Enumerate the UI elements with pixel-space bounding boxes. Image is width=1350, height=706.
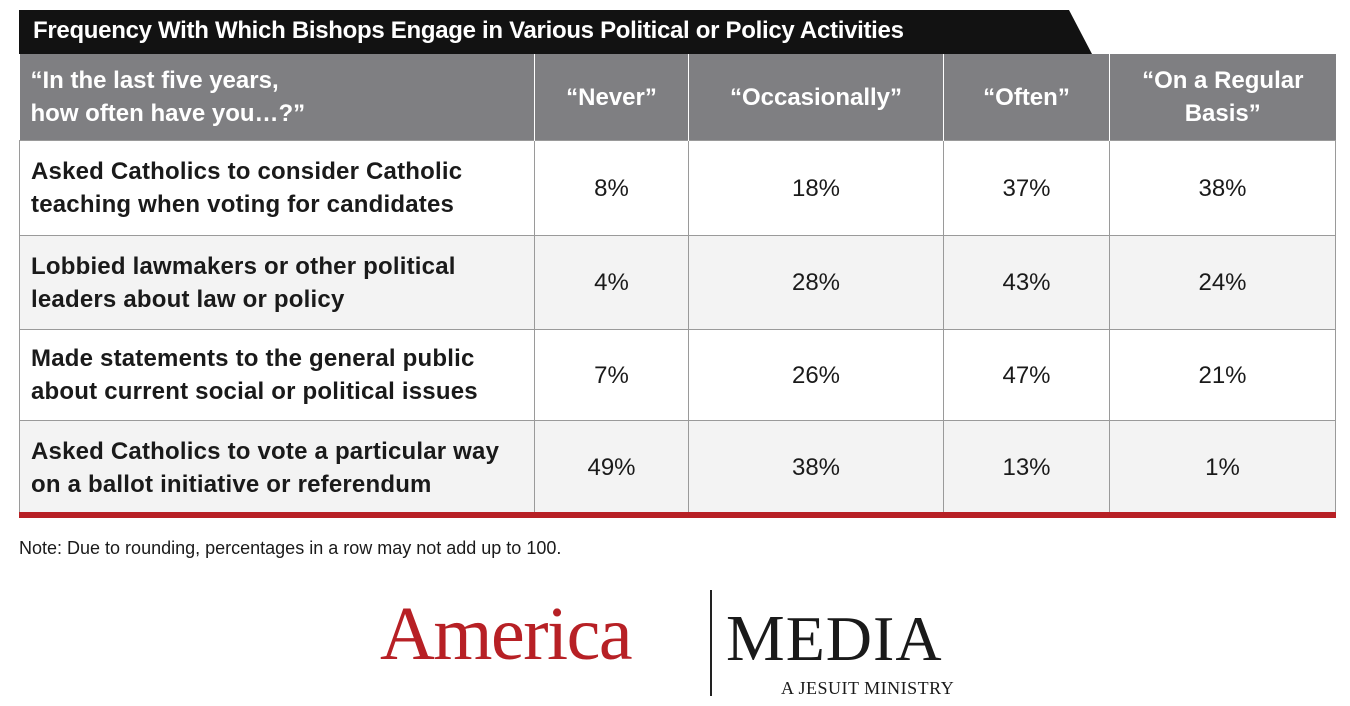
header-never: “Never” — [534, 54, 689, 141]
activity-line1: Asked Catholics to vote a particular way — [31, 437, 500, 465]
header-regular-line1: “On a Regular — [1142, 67, 1304, 94]
logo-media-rest: EDIA — [785, 603, 943, 674]
footnote: Note: Due to rounding, percentages in a … — [19, 538, 562, 558]
never-cell: 49% — [534, 420, 689, 515]
activity-line1: Lobbied lawmakers or other political — [31, 252, 456, 280]
header-often-label: “Often” — [983, 83, 1070, 111]
header-occasionally: “Occasionally” — [688, 54, 944, 141]
activity-line1: Made statements to the general public — [31, 345, 475, 372]
activity-line2: teaching when voting for candidates — [31, 191, 455, 218]
chart-title: Frequency With Which Bishops Engage in V… — [33, 17, 904, 44]
logo-media-initial: M — [726, 602, 786, 675]
table-row: Made statements to the general public ab… — [19, 329, 1336, 421]
regular-cell: 38% — [1109, 140, 1336, 236]
occasionally-cell: 38% — [688, 420, 944, 515]
logo-america: America — [380, 592, 633, 676]
occasionally-cell: 28% — [688, 235, 944, 330]
regular-cell: 24% — [1109, 235, 1336, 330]
logo-divider — [710, 590, 712, 696]
regular-cell: 1% — [1109, 420, 1336, 515]
activity-cell: Lobbied lawmakers or other political lea… — [19, 235, 535, 330]
header-question-line2: how often have you…?” — [30, 100, 306, 127]
header-question-line1: “In the last five years, — [30, 67, 279, 94]
never-cell: 7% — [534, 329, 689, 421]
table-row: Asked Catholics to consider Catholic tea… — [19, 140, 1336, 236]
occasionally-cell: 18% — [688, 140, 944, 236]
regular-cell: 21% — [1109, 329, 1336, 421]
logo-media: MEDIA — [726, 606, 943, 672]
title-bar: Frequency With Which Bishops Engage in V… — [19, 10, 1092, 54]
occasionally-cell: 26% — [688, 329, 944, 421]
activity-cell: Asked Catholics to vote a particular way… — [19, 420, 535, 515]
often-cell: 43% — [943, 235, 1110, 330]
activity-line2: leaders about law or policy — [31, 285, 345, 313]
header-occasionally-label: “Occasionally” — [729, 83, 903, 111]
activity-line1: Asked Catholics to consider Catholic — [31, 158, 463, 185]
activity-cell: Made statements to the general public ab… — [19, 329, 535, 421]
never-cell: 8% — [534, 140, 689, 236]
header-regular-line2: Basis” — [1184, 100, 1261, 127]
never-cell: 4% — [534, 235, 689, 330]
activity-line2: about current social or political issues — [31, 378, 478, 405]
header-regular: “On a Regular Basis” — [1109, 54, 1336, 141]
header-never-label: “Never” — [566, 83, 657, 111]
table-row: Lobbied lawmakers or other political lea… — [19, 235, 1336, 330]
table-bottom-rule — [19, 512, 1336, 518]
often-cell: 13% — [943, 420, 1110, 515]
logo-tagline: A JESUIT MINISTRY — [781, 678, 955, 698]
activity-cell: Asked Catholics to consider Catholic tea… — [19, 140, 535, 236]
header-often: “Often” — [943, 54, 1110, 141]
table-row: Asked Catholics to vote a particular way… — [19, 420, 1336, 515]
header-question: “In the last five years, how often have … — [19, 54, 535, 141]
frequency-table: “In the last five years, how often have … — [19, 54, 1336, 515]
activity-line2: on a ballot initiative or referendum — [31, 470, 432, 498]
table-header-row: “In the last five years, how often have … — [19, 54, 1336, 141]
often-cell: 37% — [943, 140, 1110, 236]
often-cell: 47% — [943, 329, 1110, 421]
